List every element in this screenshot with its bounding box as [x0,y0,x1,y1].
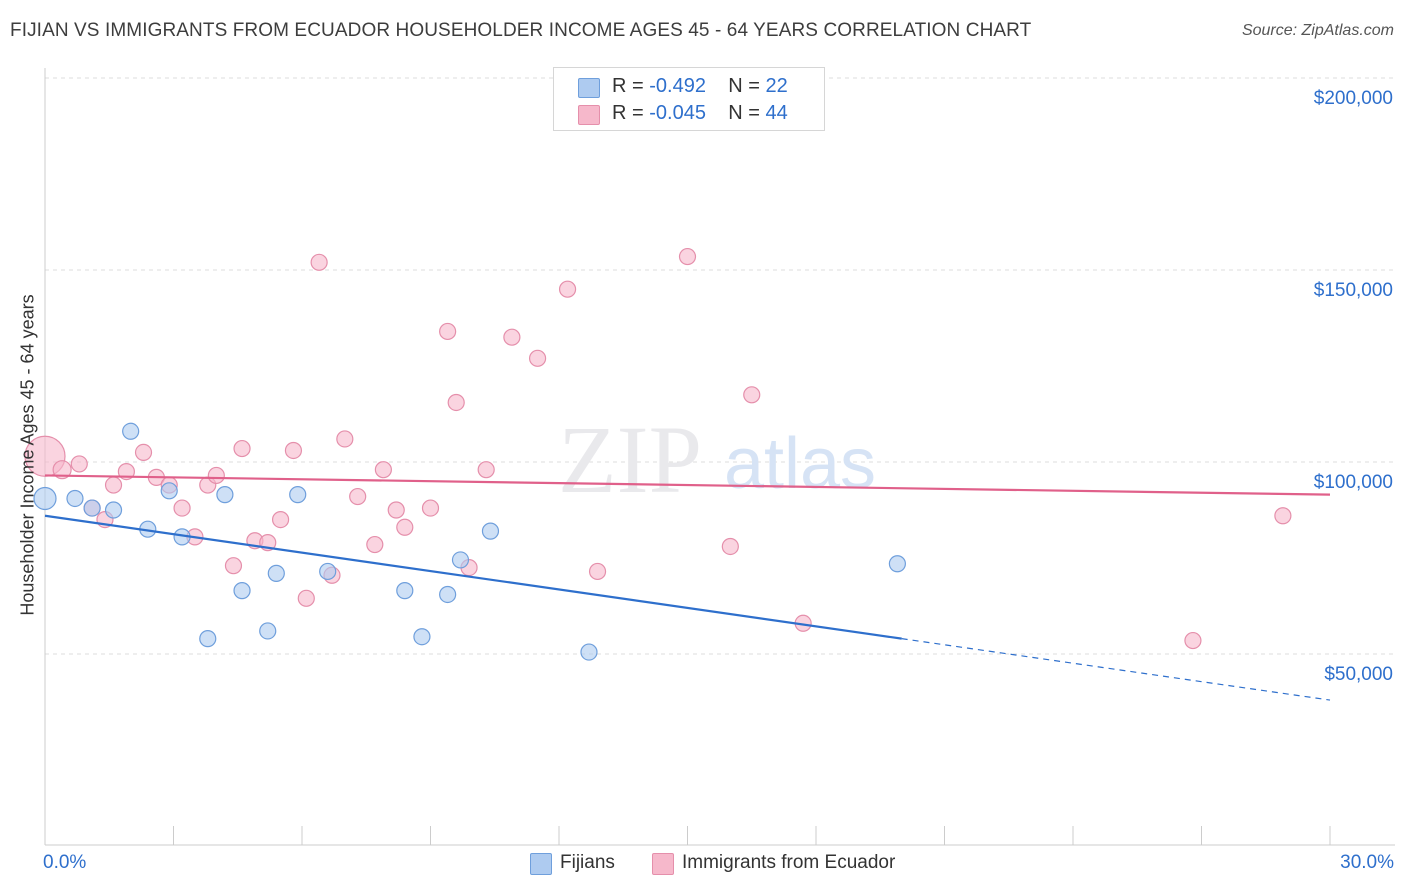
trend-lines [44,474,1331,701]
fijians-trend-extension [901,638,1331,701]
legend-swatch-ecuador [578,105,600,125]
series-fijians-points [33,422,906,661]
fijians-point-14 [319,562,337,581]
ecuador-point-43 [1274,507,1292,525]
fijians-point-11 [259,622,277,640]
fijians-point-19 [481,522,500,540]
fijians-point-10 [233,582,251,600]
fijians-point-15 [396,582,414,600]
fijians-point-8 [199,630,217,648]
series-ecuador-points [24,247,1292,650]
fijians-point-18 [451,551,470,569]
y-tick-label-1: $100,000 [1314,472,1393,493]
gridlines [45,77,1395,655]
legend-label-ecuador: Immigrants from Ecuador [682,852,896,873]
legend-n-label: N = [728,75,766,97]
fijians-point-21 [888,555,906,573]
fijians-point-6 [160,482,178,500]
ecuador-point-27 [387,501,405,519]
y-axis-label: Householder Income Ages 45 - 64 years [17,294,38,616]
x-max-label: 30.0% [1340,852,1394,873]
ecuador-point-7 [134,443,153,461]
legend-swatch-fijians [530,853,552,875]
ecuador-point-31 [447,393,465,412]
source-credit: Source: ZipAtlas.com [1241,22,1394,39]
ecuador-point-34 [503,328,521,346]
ecuador-point-19 [284,441,303,460]
zipatlas-watermark: ZIP atlas [558,406,876,513]
ecuador-trend-line [44,474,1331,496]
ecuador-point-10 [173,499,191,517]
y-tick-labels: $50,000 $100,000 $150,000 $200,000 [1314,88,1393,685]
ecuador-point-39 [721,537,739,556]
ecuador-point-38 [678,247,697,266]
ecuador-point-29 [421,499,440,517]
fijians-point-17 [439,585,457,604]
fijians-point-13 [289,486,307,504]
legend-swatch-fijians [578,78,600,98]
legend-swatch-ecuador [652,853,674,875]
ecuador-point-5 [104,476,123,494]
fijians-point-4 [122,422,140,440]
ecuador-point-30 [439,322,457,341]
fijians-point-0 [33,486,57,511]
ecuador-point-40 [743,386,761,404]
watermark-atlas: atlas [724,424,876,504]
fijians-point-16 [413,628,431,646]
legend-r-label: R = [612,75,650,97]
correlation-legend: R = -0.492 N = 22 R = -0.045 N = 44 [553,67,825,131]
legend-r-label: R = [612,102,650,124]
ecuador-point-33 [477,461,495,479]
fijians-point-20 [580,643,598,661]
axes [44,68,1395,846]
ecuador-point-18 [271,510,290,529]
legend-r-value-ecuador: -0.045 [649,102,706,124]
x-min-label: 0.0% [43,852,87,873]
fijians-point-9 [216,486,234,504]
ecuador-point-42 [1184,631,1202,650]
ecuador-point-21 [310,253,328,271]
ecuador-point-23 [336,430,354,448]
ecuador-point-24 [349,487,367,506]
ecuador-point-36 [558,280,577,298]
y-tick-label-3: $200,000 [1314,88,1393,109]
legend-r-value-fijians: -0.492 [649,75,706,97]
ecuador-point-37 [588,562,607,581]
series-legend: Fijians Immigrants from Ecuador [0,852,1406,878]
ecuador-point-35 [528,349,547,367]
legend-n-value-ecuador: 44 [765,102,788,124]
ecuador-point-13 [207,466,225,485]
watermark-zip: ZIP [558,406,702,513]
ecuador-point-26 [374,461,392,479]
ecuador-point-1 [52,460,72,480]
y-tick-label-2: $150,000 [1314,280,1393,301]
chart-title: FIJIAN VS IMMIGRANTS FROM ECUADOR HOUSEH… [10,20,1032,41]
ecuador-point-25 [366,535,384,554]
fijians-point-2 [83,499,101,517]
fijians-trend-line [44,514,902,640]
fijians-point-12 [267,564,285,582]
ecuador-point-14 [224,557,243,575]
ecuador-point-20 [297,589,315,607]
legend-n-label: N = [728,102,766,124]
fijians-point-3 [104,501,123,519]
y-tick-label-0: $50,000 [1324,664,1393,685]
legend-n-value-fijians: 22 [765,75,788,97]
fijians-point-1 [66,489,84,508]
legend-label-fijians: Fijians [560,852,615,873]
ecuador-point-28 [396,518,414,536]
ecuador-point-15 [233,439,251,458]
ecuador-point-2 [70,455,88,473]
